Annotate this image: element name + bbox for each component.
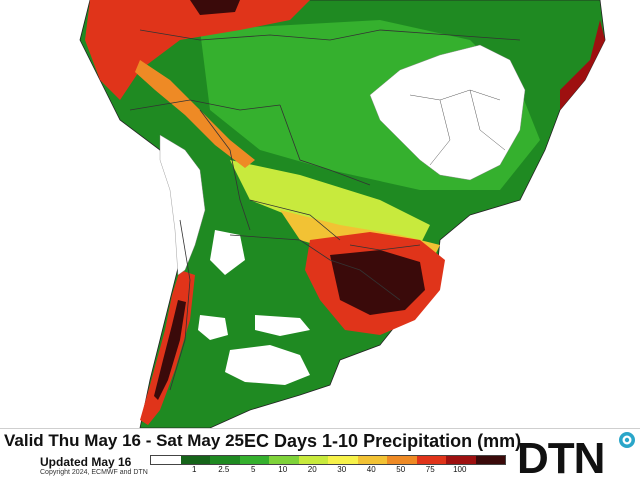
updated-date: Updated May 16 [40, 455, 132, 469]
pampas-dry-patch-2 [255, 315, 310, 336]
copyright-notice: Copyright 2024, ECMWF and DTN [40, 469, 148, 476]
legend-tick-label: 10 [278, 465, 288, 474]
map-title: EC Days 1-10 Precipitation (mm) [244, 431, 522, 451]
east-coast-band [560, 20, 605, 110]
chile-dry-zone [159, 134, 206, 276]
country-borders [129, 29, 521, 391]
northern-red-zone [85, 0, 310, 100]
map-canvas [79, 0, 606, 428]
legend-tick-label: 2.5 [218, 465, 230, 474]
legend-swatch [328, 456, 358, 464]
legend-tick-label: 100 [453, 465, 467, 474]
andes-red-streak [135, 60, 255, 168]
legend-swatch [210, 456, 240, 464]
legend-swatch [298, 456, 328, 464]
precipitation-map [79, 0, 606, 428]
argentina-dry-patch-1 [210, 230, 245, 275]
state-borders [409, 89, 506, 166]
patagonia-dry-zone [225, 345, 310, 385]
northern-extreme-zone [190, 0, 240, 15]
central-yellow-band [230, 160, 430, 245]
legend-swatch [180, 456, 210, 464]
legend-swatch [416, 456, 446, 464]
pampas-dry-patch [198, 315, 228, 340]
legend-color-bar [150, 455, 506, 465]
map-footer: Valid Thu May 16 - Sat May 25 EC Days 1-… [0, 428, 640, 483]
brazil-dry-interior [369, 44, 526, 181]
legend-swatch [151, 456, 181, 464]
legend-swatch [357, 456, 387, 464]
legend-tick-label: 50 [396, 465, 406, 474]
legend-tick-label: 1 [192, 465, 197, 474]
precipitation-legend: 1 2.5 5 10 20 30 40 50 75 100 [150, 455, 506, 479]
legend-swatch [269, 456, 299, 464]
legend-swatch [446, 456, 476, 464]
legend-tick-label: 75 [425, 465, 435, 474]
southern-brazil-extreme-rain [330, 250, 425, 315]
dtn-logo-wordmark: DTN [517, 434, 604, 479]
legend-tick-label: 40 [366, 465, 376, 474]
dtn-logo-mark: DTN [517, 432, 635, 483]
legend-tick-label: 30 [337, 465, 347, 474]
legend-tick-label: 20 [307, 465, 317, 474]
legend-swatch [387, 456, 417, 464]
valid-date-range: Valid Thu May 16 - Sat May 25 [4, 431, 244, 450]
chile-coastal-extreme-rain [154, 300, 186, 400]
dtn-logo: DTN [517, 431, 637, 483]
legend-swatch [239, 456, 269, 464]
legend-swatch [475, 456, 505, 464]
legend-tick-label: 5 [251, 465, 256, 474]
dtn-globe-icon [619, 432, 635, 448]
